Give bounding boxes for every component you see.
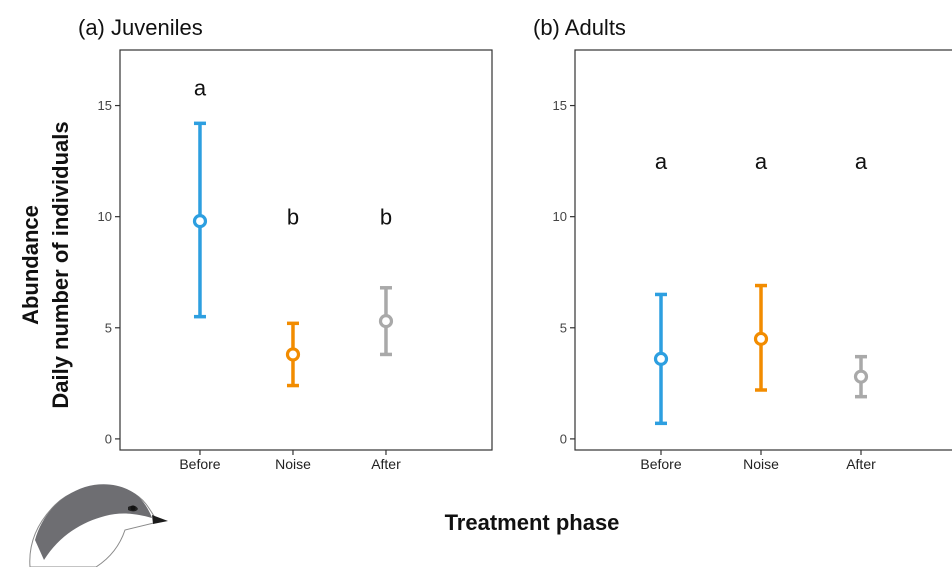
- x-axis: Before Noise After: [640, 450, 876, 472]
- y-axis-title-line1: Abundance: [18, 205, 43, 325]
- bird-illustration: [29, 484, 168, 567]
- mean-point: [853, 369, 869, 384]
- panel-title: (a) Juveniles: [78, 15, 203, 40]
- x-axis-title: Treatment phase: [445, 510, 620, 535]
- y-axis: 0 5 10 15: [553, 98, 575, 446]
- panel-adults: (b) Adults 0 5 10 15 Before Noise After a a a: [533, 15, 952, 472]
- y-axis-title-line2: Daily number of individuals: [48, 121, 73, 408]
- y-tick-label: 15: [553, 98, 567, 113]
- panel-juveniles: (a) Juveniles 0 5 10 15 Before Noise After a b…: [78, 15, 493, 472]
- y-tick-label: 0: [560, 431, 567, 446]
- mean-point: [378, 314, 394, 329]
- plot-frame: [119, 49, 493, 451]
- y-tick-label: 0: [105, 431, 112, 446]
- mean-point: [653, 351, 669, 366]
- y-tick-label: 5: [105, 320, 112, 335]
- x-tick-label: After: [846, 456, 876, 472]
- y-tick-label: 15: [98, 98, 112, 113]
- mean-point: [285, 347, 301, 362]
- plot-frame: [574, 49, 952, 451]
- bird-beak: [152, 515, 168, 524]
- y-tick-label: 5: [560, 320, 567, 335]
- x-axis: Before Noise After: [179, 450, 401, 472]
- significance-letter: a: [655, 149, 668, 174]
- data-marks: a b b: [192, 75, 394, 388]
- x-tick-label: Before: [179, 456, 220, 472]
- significance-letter: b: [380, 205, 392, 230]
- bird-eye: [130, 505, 136, 511]
- x-tick-label: After: [371, 456, 401, 472]
- significance-letter: a: [855, 149, 868, 174]
- y-axis: 0 5 10 15: [98, 98, 120, 446]
- significance-letter: b: [287, 205, 299, 230]
- panel-title: (b) Adults: [533, 15, 626, 40]
- mean-point: [753, 331, 769, 346]
- x-tick-label: Before: [640, 456, 681, 472]
- significance-letter: a: [755, 149, 768, 174]
- x-tick-label: Noise: [275, 456, 311, 472]
- x-tick-label: Noise: [743, 456, 779, 472]
- mean-point: [192, 214, 208, 229]
- significance-letter: a: [194, 75, 207, 100]
- y-tick-label: 10: [98, 209, 112, 224]
- y-tick-label: 10: [553, 209, 567, 224]
